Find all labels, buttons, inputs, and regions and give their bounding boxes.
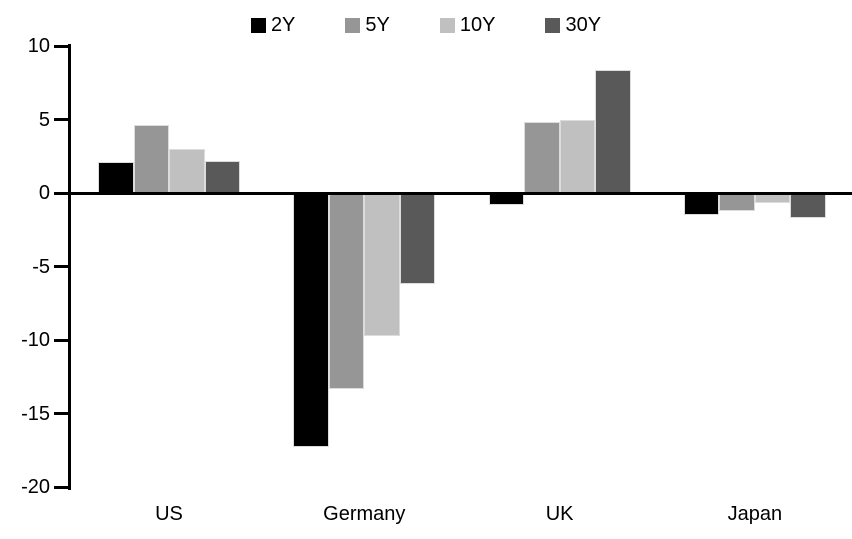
y-tick-label: 5 <box>38 108 50 131</box>
bar-2y-us <box>98 162 134 193</box>
category-label-japan: Japan <box>727 503 783 525</box>
legend-label: 30Y <box>565 14 602 36</box>
bar-30y-germany <box>399 193 436 285</box>
legend-swatch-icon <box>439 17 455 33</box>
y-tick-label: 0 <box>38 182 50 204</box>
y-axis-tick <box>54 44 68 48</box>
bar-10y-us <box>169 148 205 193</box>
bar-30y-us <box>204 160 240 193</box>
bar-30y-uk <box>595 69 631 193</box>
x-axis-zero-line <box>68 191 852 195</box>
bar-2y-japan <box>683 193 720 216</box>
legend-label: 2Y <box>270 14 296 36</box>
y-tick-label: -15 <box>21 402 50 425</box>
bar-5y-germany <box>328 193 365 389</box>
legend-item-2y: 2Y <box>250 14 296 36</box>
bar-2y-germany <box>293 193 329 448</box>
legend-item-30y: 30Y <box>545 14 601 36</box>
y-axis-tick <box>54 191 68 195</box>
bar-5y-uk <box>524 122 560 193</box>
y-axis-line <box>68 44 71 490</box>
y-tick-label: -5 <box>32 255 50 278</box>
category-label-uk: UK <box>545 503 574 525</box>
category-label-us: US <box>155 503 183 525</box>
bar-10y-germany <box>364 193 400 336</box>
y-axis-tick <box>54 338 68 342</box>
bar-10y-japan <box>754 193 791 204</box>
category-label-germany: Germany <box>323 503 406 525</box>
bar-2y-uk <box>488 193 525 205</box>
y-axis-tick <box>54 412 68 415</box>
y-axis-tick <box>54 265 68 268</box>
bar-5y-japan <box>719 193 755 211</box>
bar-5y-us <box>133 125 169 193</box>
legend-swatch-icon <box>250 17 266 33</box>
legend-label: 5Y <box>365 14 390 36</box>
y-tick-label: -10 <box>21 329 50 351</box>
y-axis-tick <box>54 118 68 121</box>
legend-item-10y: 10Y <box>439 14 496 36</box>
legend-swatch-icon <box>345 17 361 33</box>
legend-label: 10Y <box>459 14 496 36</box>
y-tick-label: 10 <box>27 35 50 57</box>
y-tick-label: -20 <box>21 476 50 498</box>
legend-swatch-icon <box>545 17 561 33</box>
legend: 2Y 5Y 10Y 30Y <box>0 14 852 36</box>
legend-item-5y: 5Y <box>345 14 390 36</box>
bar-10y-uk <box>559 119 596 193</box>
bar-30y-japan <box>790 193 826 218</box>
y-axis-tick <box>54 485 68 489</box>
